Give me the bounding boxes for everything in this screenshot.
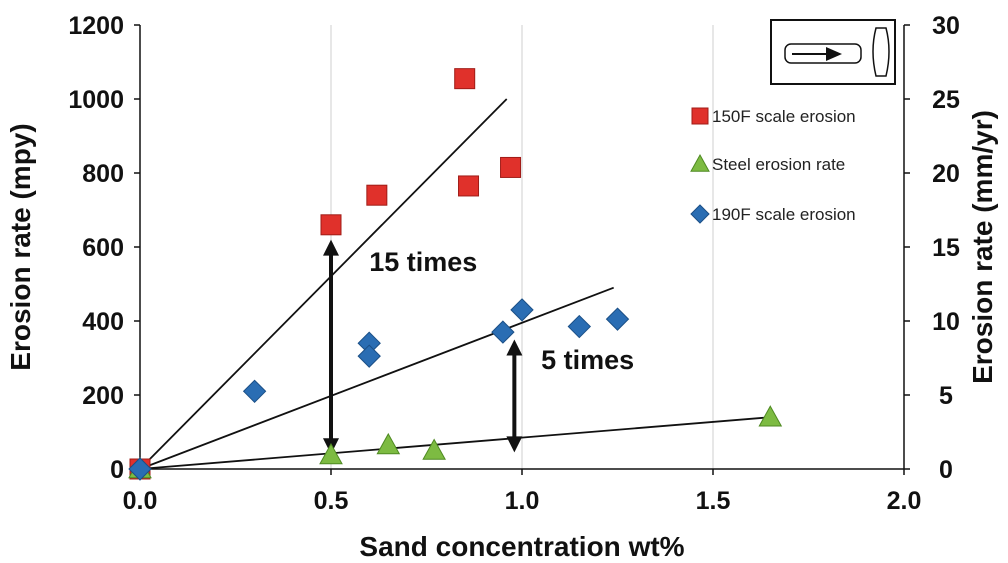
y2-tick-label: 0 (939, 456, 953, 484)
annotation-label: 5 times (541, 345, 634, 375)
legend-label: Steel erosion rate (712, 155, 845, 174)
legend: 150F scale erosion Steel erosion rate 190F… (690, 107, 856, 224)
y-tick-label: 1200 (68, 12, 124, 40)
legend-label: 150F scale erosion (712, 107, 856, 126)
y-tick-label: 200 (82, 382, 124, 410)
diamond-marker (491, 320, 515, 344)
y-tick-label: 0 (110, 456, 124, 484)
diamond-marker (128, 457, 152, 481)
trendline (139, 286, 615, 470)
triangle-marker (758, 405, 783, 427)
x-tick-label: 1.5 (696, 487, 731, 515)
x-axis-title: Sand concentration wt% (359, 531, 684, 562)
x-tick-label: 0.0 (123, 487, 158, 515)
triangle-marker (422, 438, 446, 460)
annotation-label: 15 times (369, 247, 477, 277)
trendline (139, 416, 771, 470)
y2-tick-label: 5 (939, 382, 953, 410)
y-tick-label: 400 (82, 308, 124, 336)
y2-axis-title: Erosion rate (mm/yr) (967, 110, 998, 384)
annotations: 15 times 5 times (369, 247, 634, 375)
diamond-marker (357, 344, 381, 368)
x-tick-label: 0.5 (314, 487, 349, 515)
y2-tick-label: 30 (932, 12, 960, 40)
triangle-marker (319, 442, 343, 465)
arrow-head-up (323, 239, 339, 256)
annotation-arrows (323, 239, 523, 455)
arrow-head-down (506, 436, 523, 453)
square-marker (454, 68, 476, 90)
y2-tick-label: 25 (932, 86, 960, 114)
y-tick-label: 1000 (68, 86, 124, 114)
x-tick-label: 1.0 (505, 487, 540, 515)
diamond-marker (567, 314, 592, 339)
square-marker (691, 107, 709, 125)
square-marker (500, 156, 522, 178)
trendlines (139, 98, 771, 470)
y-tick-label: 600 (82, 234, 124, 262)
inset-pipe-icon (770, 19, 896, 85)
square-marker (458, 175, 480, 197)
y2-tick-label: 15 (932, 234, 960, 262)
trendline (139, 98, 508, 470)
y-tick-label: 800 (82, 160, 124, 188)
data-points (128, 68, 783, 481)
diamond-marker (242, 379, 267, 404)
triangle-marker (376, 432, 401, 455)
y2-tick-label: 10 (932, 308, 960, 336)
square-marker (366, 184, 388, 206)
legend-label: 190F scale erosion (712, 205, 856, 224)
x-tick-label: 2.0 (887, 487, 922, 515)
diamond-marker (605, 307, 630, 331)
tick-labels: 0.0 0.5 1.0 1.5 2.0 0 200 400 600 800 1000 1200 0 5 10… (68, 12, 960, 515)
y-axis-title: Erosion rate (mpy) (5, 123, 36, 370)
triangle-marker (690, 153, 710, 172)
arrow-head-up (506, 339, 523, 356)
y2-tick-label: 20 (932, 160, 960, 188)
square-marker (320, 214, 342, 236)
diamond-marker (510, 298, 534, 322)
diamond-marker (690, 204, 710, 224)
